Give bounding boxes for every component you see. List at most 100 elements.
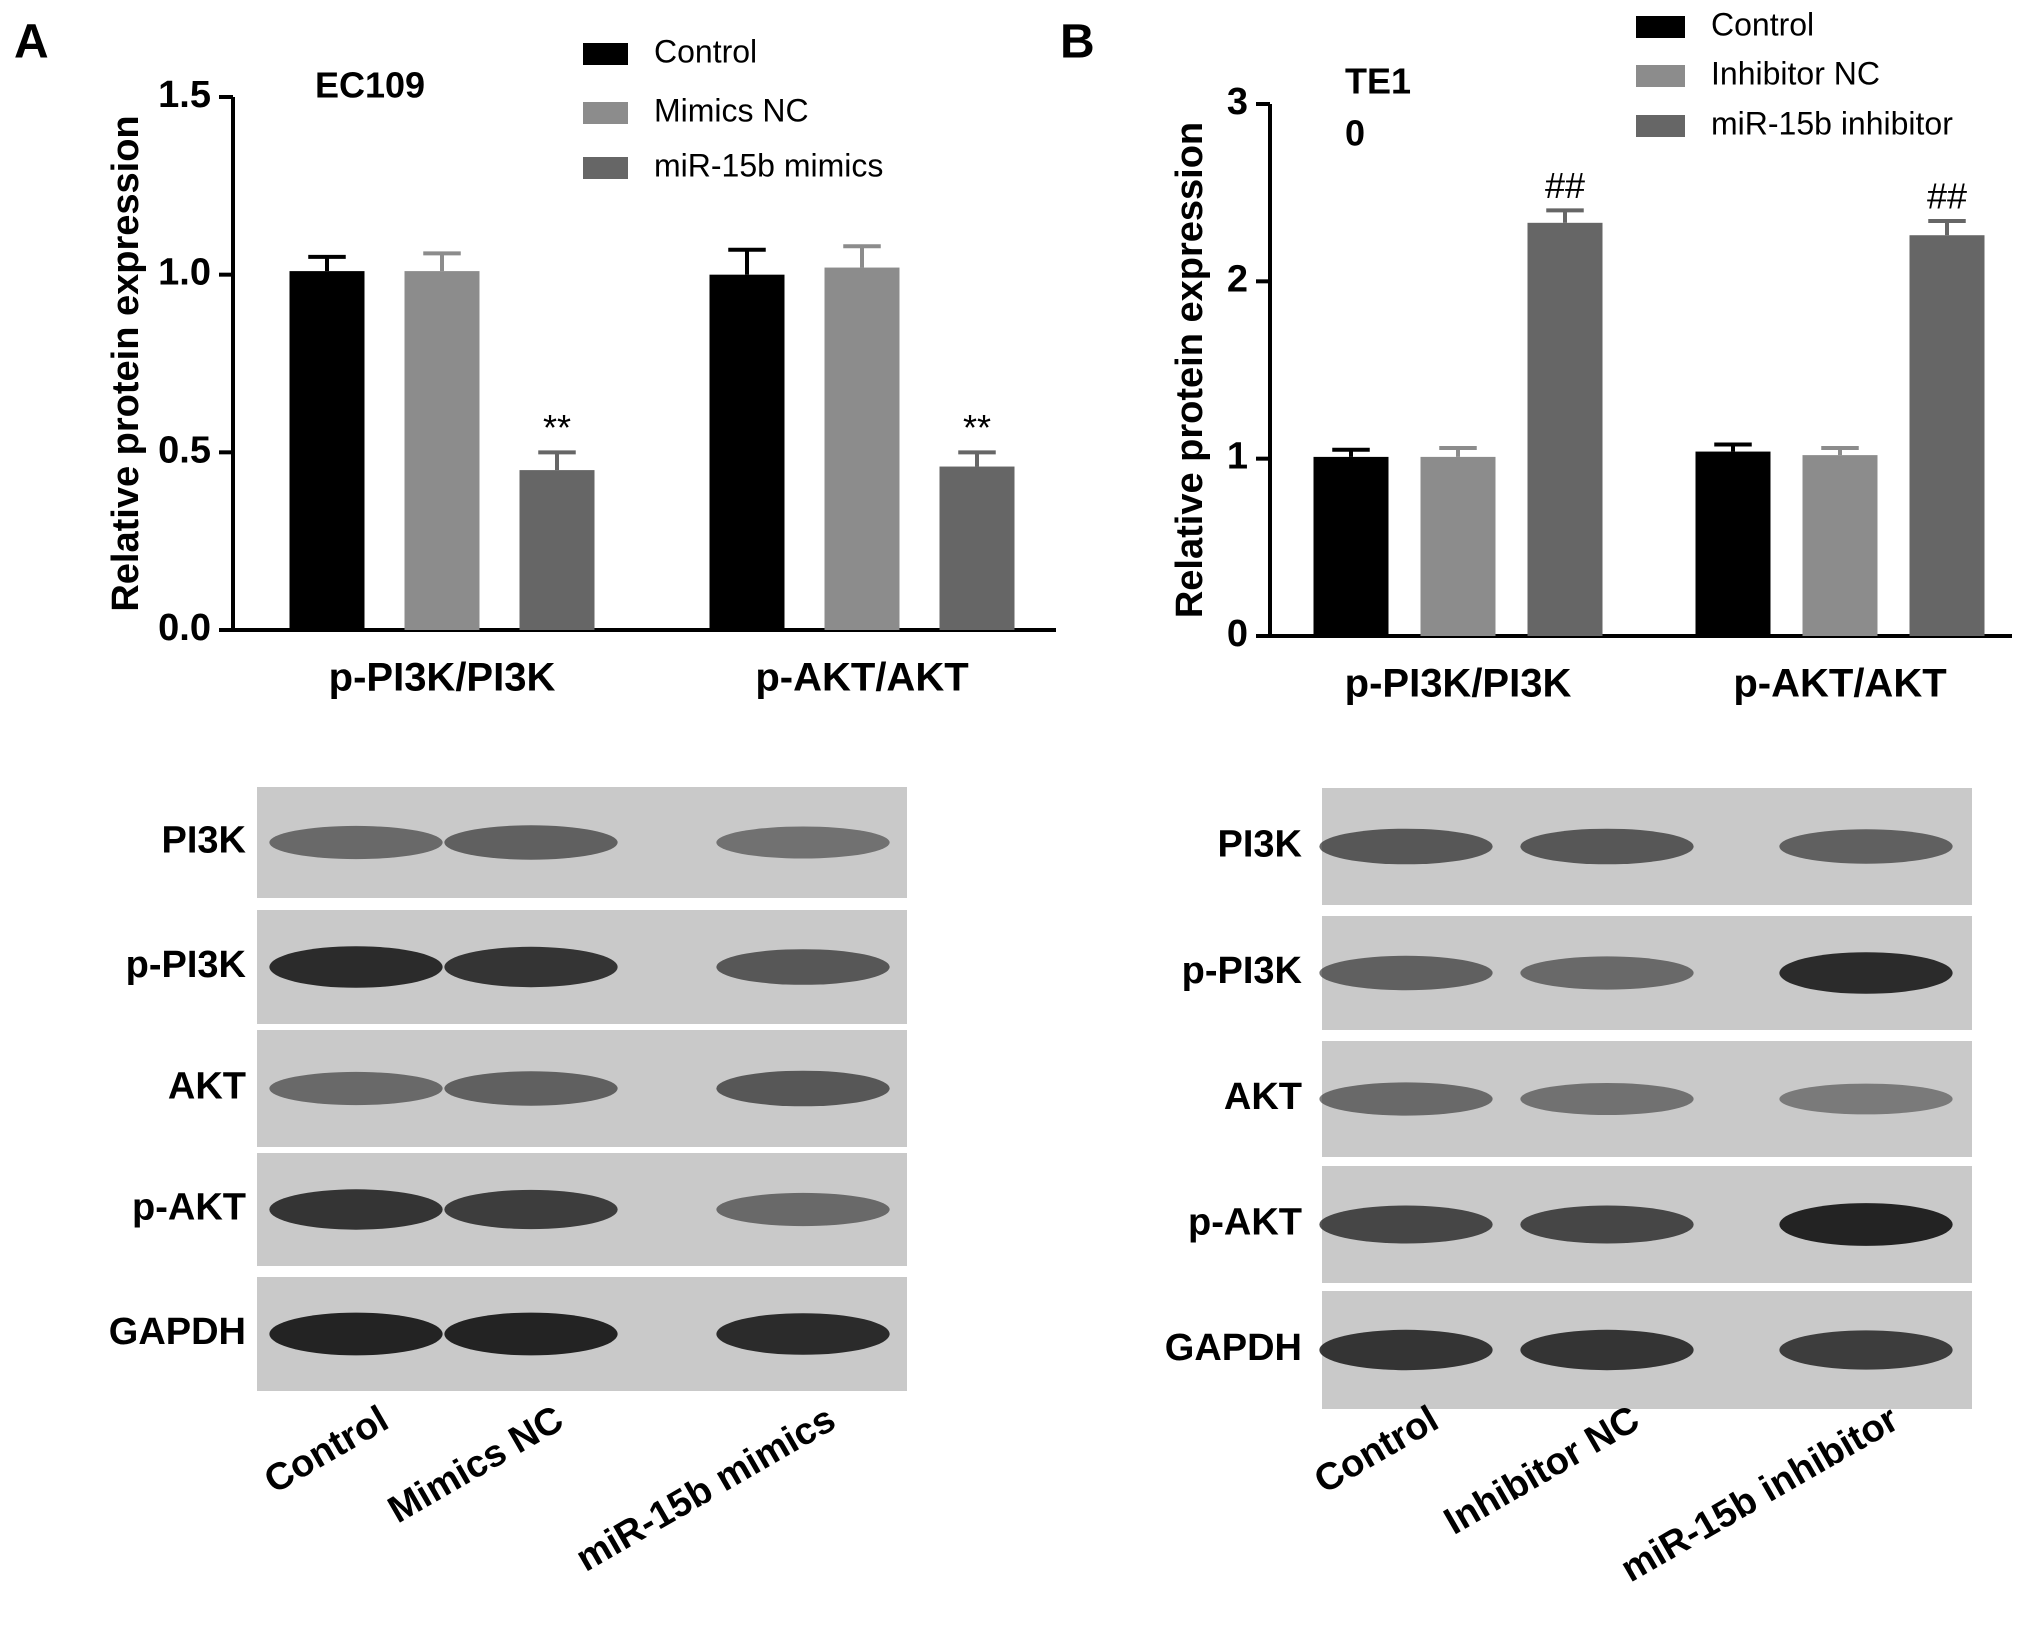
blot-row-label: AKT xyxy=(1224,1076,1302,1118)
legend-label: Control xyxy=(654,33,757,69)
x-tick-label: p-PI3K/PI3K xyxy=(1345,662,1572,706)
significance-label: ## xyxy=(1545,165,1585,206)
blot-band xyxy=(1779,1083,1953,1115)
bar xyxy=(824,267,900,630)
error-bar xyxy=(1439,446,1477,457)
blot-band xyxy=(716,1192,890,1227)
significance-label: ** xyxy=(963,407,991,448)
x-tick-label: p-AKT/AKT xyxy=(755,656,968,700)
legend-label: Mimics NC xyxy=(654,92,809,128)
blot-row-label: PI3K xyxy=(1218,824,1303,866)
bar xyxy=(1420,456,1496,636)
blot-band xyxy=(1319,955,1493,991)
blot-band xyxy=(1319,1329,1493,1371)
legend-swatch xyxy=(583,43,628,65)
blot-band xyxy=(269,1071,443,1106)
error-bar xyxy=(1714,442,1752,452)
blot-band xyxy=(1319,828,1493,865)
panel-letter: B xyxy=(1060,16,1095,69)
blot-row-label: GAPDH xyxy=(109,1311,246,1353)
y-tick-label: 1.0 xyxy=(158,252,211,294)
bar xyxy=(1527,222,1603,636)
blot-band xyxy=(444,1189,618,1230)
blot-band xyxy=(269,946,443,988)
bar xyxy=(1695,451,1771,636)
error-bar xyxy=(1928,219,1966,236)
blot-band xyxy=(444,825,618,860)
bar xyxy=(709,274,785,630)
error-bar xyxy=(958,450,996,467)
blot-band xyxy=(444,1312,618,1356)
legend-label: miR-15b inhibitor xyxy=(1711,105,1953,141)
legend-label: Inhibitor NC xyxy=(1711,55,1880,91)
bar xyxy=(404,271,480,630)
legend-swatch xyxy=(1636,65,1685,87)
blot-band xyxy=(1319,1082,1493,1116)
blot-row-label: p-PI3K xyxy=(126,944,247,986)
blot-band xyxy=(1520,1329,1694,1371)
bar xyxy=(519,470,595,630)
y-tick-label: 0.0 xyxy=(158,607,211,649)
legend-swatch xyxy=(583,157,628,179)
y-tick-label: 3 xyxy=(1227,81,1248,123)
error-bar xyxy=(1546,208,1584,223)
blot-band xyxy=(444,1071,618,1106)
significance-label: ## xyxy=(1927,176,1967,217)
y-axis-label: Relative protein expression xyxy=(1169,122,1211,618)
blot-row-label: AKT xyxy=(168,1066,246,1108)
bar xyxy=(939,466,1015,630)
blot-band xyxy=(269,1312,443,1356)
panel-letter: A xyxy=(14,16,49,69)
blot-row-label: p-AKT xyxy=(132,1187,246,1229)
chart-title: EC109 xyxy=(315,65,425,106)
error-bar xyxy=(308,254,346,272)
y-axis-label: Relative protein expression xyxy=(105,115,147,611)
y-tick-label: 0.5 xyxy=(158,429,211,471)
blot-lane-label: Mimics NC xyxy=(381,1398,570,1532)
error-bar xyxy=(728,247,766,275)
blot-band xyxy=(716,1313,890,1355)
bar xyxy=(289,271,365,630)
blot-band xyxy=(269,825,443,860)
blot-band xyxy=(1779,829,1953,864)
blot-band xyxy=(1520,828,1694,865)
error-bar xyxy=(1821,446,1859,456)
blot-band xyxy=(1779,1330,1953,1370)
blot-row-label: PI3K xyxy=(162,820,247,862)
legend-swatch xyxy=(1636,115,1685,137)
y-tick-label: 1.5 xyxy=(158,74,211,116)
blot-band xyxy=(1520,956,1694,990)
blot-band xyxy=(716,949,890,985)
bar xyxy=(1909,235,1985,636)
blot-row-label: p-AKT xyxy=(1188,1202,1302,1244)
legend-swatch xyxy=(1636,16,1685,38)
chart-title: 0 xyxy=(1345,113,1365,154)
blot-band xyxy=(444,946,618,988)
error-bar xyxy=(538,450,576,471)
error-bar xyxy=(843,244,881,268)
blot-lane-label: miR-15b mimics xyxy=(569,1398,842,1580)
error-bar xyxy=(423,251,461,272)
blot-band xyxy=(716,826,890,859)
blot-band xyxy=(1520,1205,1694,1244)
blot-lane-label: miR-15b inhibitor xyxy=(1614,1398,1906,1591)
error-bar xyxy=(1332,447,1370,457)
x-tick-label: p-PI3K/PI3K xyxy=(329,656,556,700)
y-tick-label: 1 xyxy=(1227,436,1248,478)
blot-band xyxy=(1319,1205,1493,1244)
chart-title: TE1 xyxy=(1345,61,1411,102)
bar xyxy=(1313,456,1389,636)
legend-swatch xyxy=(583,102,628,124)
blot-band xyxy=(269,1189,443,1230)
legend-label: miR-15b mimics xyxy=(654,147,883,183)
significance-label: ** xyxy=(543,407,571,448)
blot-band xyxy=(1779,952,1953,994)
legend-label: Control xyxy=(1711,6,1814,42)
blot-lane-label: Control xyxy=(258,1398,396,1502)
x-tick-label: p-AKT/AKT xyxy=(1733,662,1946,706)
blot-band xyxy=(716,1070,890,1107)
y-tick-label: 2 xyxy=(1227,258,1248,300)
blot-row-label: GAPDH xyxy=(1165,1327,1302,1369)
blot-row-label: p-PI3K xyxy=(1182,950,1303,992)
